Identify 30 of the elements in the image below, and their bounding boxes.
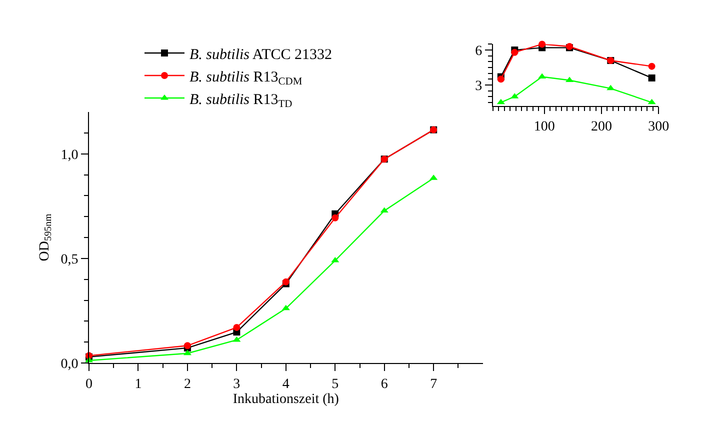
x-tick-label: 300 bbox=[648, 120, 670, 135]
y-tick-label: 1,0 bbox=[60, 148, 78, 163]
x-tick-label: 6 bbox=[380, 376, 388, 392]
y-tick-label: 0,5 bbox=[60, 252, 78, 268]
point bbox=[648, 98, 656, 104]
point bbox=[282, 304, 290, 310]
point bbox=[538, 73, 546, 79]
x-tick-label: 0 bbox=[86, 376, 92, 392]
legend-label: B. subtilis ATCC 21332 bbox=[189, 46, 332, 63]
point bbox=[648, 62, 656, 70]
x-tick-label: 5 bbox=[332, 376, 339, 392]
legend-label: B. subtilis R13$_{CDM}$ bbox=[189, 69, 303, 88]
point bbox=[233, 324, 240, 331]
point bbox=[183, 350, 192, 356]
y-tick-label: 0,0 bbox=[60, 356, 78, 372]
x-tick-label: 1 bbox=[134, 376, 142, 392]
x-tick-label: 4 bbox=[282, 376, 290, 392]
x-tick-label: 200 bbox=[591, 120, 612, 135]
x-tick-label: 100 bbox=[534, 120, 555, 135]
point bbox=[332, 214, 339, 222]
point bbox=[648, 74, 656, 82]
point bbox=[606, 84, 615, 90]
point bbox=[538, 40, 546, 48]
x-axis-title: Inkubationszeit (h) bbox=[232, 392, 340, 408]
point bbox=[497, 76, 504, 83]
x-tick-label: 2 bbox=[184, 376, 191, 392]
point bbox=[496, 98, 505, 104]
x-tick-label: 3 bbox=[233, 376, 240, 392]
legend-label: B. subtilis R13$_{TD}$ bbox=[189, 92, 293, 110]
x-tick-label: 7 bbox=[430, 376, 438, 392]
